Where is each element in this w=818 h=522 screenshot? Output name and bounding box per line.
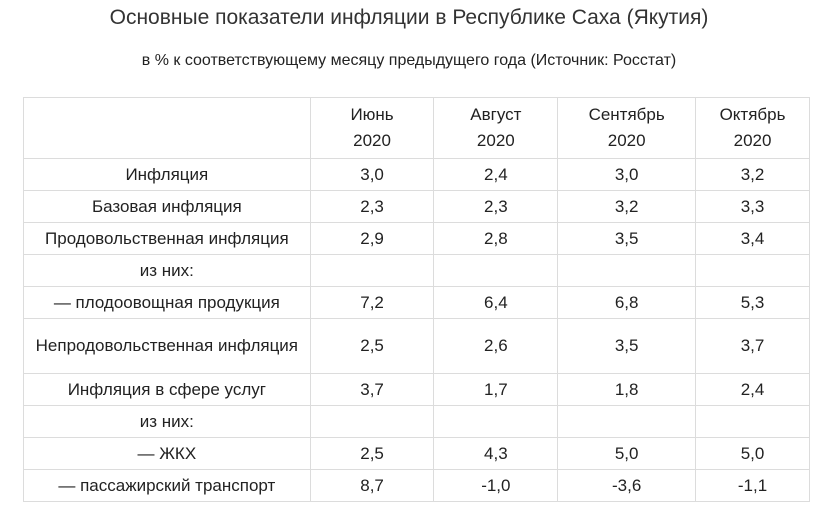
value-cell [433, 405, 559, 438]
value-cell: 5,3 [695, 286, 810, 319]
row-label: Базовая инфляция [23, 190, 311, 223]
table-row: Инфляция в сфере услуг 3,7 1,7 1,8 2,4 [23, 373, 810, 406]
page-title: Основные показатели инфляции в Республик… [109, 6, 709, 29]
table-row: из них: [23, 405, 810, 438]
value-cell: 3,2 [695, 158, 810, 191]
row-label: из них: [23, 254, 311, 287]
header-year-label: 2020 [733, 131, 772, 150]
value-cell: 3,5 [557, 318, 697, 374]
value-cell [433, 254, 559, 287]
value-cell: 2,3 [433, 190, 559, 223]
header-month-label: Октябрь [719, 105, 786, 124]
value-cell: 8,7 [309, 469, 435, 502]
header-year-label: 2020 [353, 131, 391, 150]
header-year-label: 2020 [607, 131, 646, 150]
value-cell: 3,4 [695, 222, 810, 255]
header-month-cell: Август 2020 [433, 97, 559, 159]
value-cell: 1,7 [433, 373, 559, 406]
row-label: из них: [23, 405, 311, 438]
inflation-table: Июнь 2020 Август 2020 Сентябрь 2020 Октябрь… [23, 97, 810, 502]
table-row: Непродовольственная инфляция 2,5 2,6 3,5… [23, 318, 810, 374]
row-label: Непродовольственная инфляция [23, 318, 311, 374]
value-cell: 5,0 [557, 437, 697, 470]
table-row: Продовольственная инфляция 2,9 2,8 3,5 3… [23, 222, 810, 255]
table-row: Базовая инфляция 2,3 2,3 3,2 3,3 [23, 190, 810, 223]
value-cell: -3,6 [557, 469, 697, 502]
value-cell [557, 405, 697, 438]
value-cell: 1,8 [557, 373, 697, 406]
value-cell [557, 254, 697, 287]
row-label: Инфляция в сфере услуг [23, 373, 311, 406]
table-row: Инфляция 3,0 2,4 3,0 3,2 [23, 158, 810, 191]
row-label: — пассажирский транспорт [23, 469, 311, 502]
value-cell: 2,3 [309, 190, 435, 223]
value-cell: 5,0 [695, 437, 810, 470]
row-label: — плодоовощная продукция [23, 286, 311, 319]
table-header-row: Июнь 2020 Август 2020 Сентябрь 2020 Октябрь… [23, 97, 810, 159]
value-cell: -1,0 [433, 469, 559, 502]
value-cell: 3,7 [309, 373, 435, 406]
value-cell: 2,5 [309, 318, 435, 374]
value-cell: 2,4 [433, 158, 559, 191]
header-month-cell: Октябрь 2020 [695, 97, 810, 159]
value-cell: 3,7 [695, 318, 810, 374]
row-label: Продовольственная инфляция [23, 222, 311, 255]
value-cell: -1,1 [695, 469, 810, 502]
value-cell: 3,3 [695, 190, 810, 223]
value-cell: 2,9 [309, 222, 435, 255]
table-row: — плодоовощная продукция 7,2 6,4 6,8 5,3 [23, 286, 810, 319]
header-month-label: Август [470, 105, 522, 124]
row-label: — ЖКХ [23, 437, 311, 470]
value-cell: 2,5 [309, 437, 435, 470]
header-year-label: 2020 [476, 131, 515, 150]
header-month-cell: Июнь 2020 [309, 97, 435, 159]
value-cell: 4,3 [433, 437, 559, 470]
value-cell: 2,8 [433, 222, 559, 255]
table-row: — ЖКХ 2,5 4,3 5,0 5,0 [23, 437, 810, 470]
value-cell [309, 254, 435, 287]
table-row: — пассажирский транспорт 8,7 -1,0 -3,6 -… [23, 469, 810, 502]
header-month-cell: Сентябрь 2020 [557, 97, 697, 159]
page-subtitle: в % к соответствующему месяцу предыдущег… [141, 52, 677, 69]
value-cell: 3,5 [557, 222, 697, 255]
header-corner-cell [23, 97, 311, 159]
value-cell: 7,2 [309, 286, 435, 319]
value-cell [695, 254, 810, 287]
value-cell: 6,8 [557, 286, 697, 319]
table-row: из них: [23, 254, 810, 287]
header-month-label: Сентябрь [588, 105, 665, 124]
value-cell: 3,0 [309, 158, 435, 191]
value-cell: 3,0 [557, 158, 697, 191]
row-label: Инфляция [23, 158, 311, 191]
header-month-label: Июнь [350, 105, 394, 124]
value-cell: 2,6 [433, 318, 559, 374]
value-cell [309, 405, 435, 438]
value-cell: 6,4 [433, 286, 559, 319]
value-cell: 3,2 [557, 190, 697, 223]
value-cell: 2,4 [695, 373, 810, 406]
value-cell [695, 405, 810, 438]
